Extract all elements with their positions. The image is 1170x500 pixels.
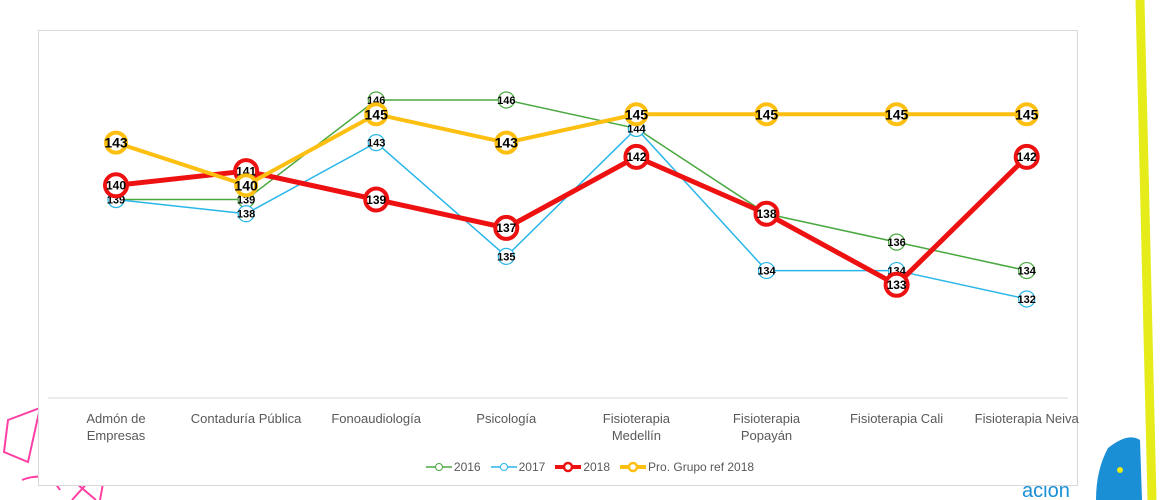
x-tick-label-line: Popayán <box>740 428 793 443</box>
data-label: 143 <box>104 135 128 151</box>
legend-swatch <box>555 461 582 473</box>
x-tick-label-line: Empresas <box>86 428 146 443</box>
x-tick-label-line: Contaduría Pública <box>190 411 302 426</box>
legend-label: Pro. Grupo ref 2018 <box>648 460 755 474</box>
data-label: 134 <box>757 266 776 278</box>
data-label: 140 <box>106 179 126 193</box>
x-tick-label: Psicología <box>436 410 576 427</box>
data-point <box>103 172 129 199</box>
x-tick-label-line: Fisioterapia Neiva <box>974 411 1079 426</box>
data-label: 146 <box>497 95 515 107</box>
data-point <box>884 102 909 127</box>
data-point <box>494 130 519 155</box>
legend-swatch <box>425 463 452 471</box>
legend-label: 2018 <box>583 460 611 474</box>
data-label: 139 <box>237 194 255 206</box>
legend-label: 2017 <box>518 460 546 474</box>
data-point <box>757 261 776 280</box>
series-pro-grupo-ref-2018: 143 140 145 143 145 145 145 145 <box>104 102 1039 198</box>
data-label: 143 <box>367 138 385 150</box>
data-label: 145 <box>885 106 909 122</box>
data-label: 140 <box>234 177 258 193</box>
data-point <box>237 205 255 223</box>
legend-item: 2018 <box>555 460 610 474</box>
data-label: 133 <box>887 278 907 292</box>
x-tick-label: Fisioterapia Popayán <box>697 410 837 444</box>
x-tick-label-line: Fonoaudiología <box>331 411 421 426</box>
data-point <box>104 130 128 155</box>
data-label: 143 <box>495 135 519 151</box>
x-tick-label: Fonoaudiología <box>306 410 446 427</box>
data-label: 139 <box>107 194 125 206</box>
data-point <box>887 233 906 251</box>
legend-swatch <box>620 461 647 473</box>
data-point <box>1014 102 1039 127</box>
data-label: 145 <box>755 106 779 122</box>
data-label: 136 <box>887 237 905 249</box>
legend-label: 2016 <box>453 460 481 474</box>
data-label: 138 <box>237 209 255 221</box>
data-point <box>497 91 515 109</box>
data-point <box>753 200 780 227</box>
data-label: 144 <box>627 123 646 135</box>
data-point <box>493 214 520 241</box>
data-label: 142 <box>626 150 646 164</box>
data-label: 139 <box>366 193 386 207</box>
data-point <box>367 134 385 152</box>
data-point <box>1013 143 1040 170</box>
x-tick-label-line: Fisioterapia <box>602 411 670 426</box>
data-label: 135 <box>497 251 515 263</box>
series-line <box>116 99 1027 272</box>
data-label: 142 <box>1017 150 1037 164</box>
data-point <box>497 247 515 265</box>
x-tick-label-line: Admón de <box>86 411 146 426</box>
data-point <box>1018 290 1036 308</box>
data-point <box>883 271 910 298</box>
data-point <box>1018 261 1036 280</box>
x-tick-label-line: Fisioterapia Cali <box>849 411 944 426</box>
chart-frame <box>38 30 1078 486</box>
x-tick-label: Contaduría Pública <box>176 410 316 427</box>
legend-swatch <box>490 463 517 471</box>
data-label: 138 <box>756 207 776 221</box>
data-label: 132 <box>1018 294 1036 306</box>
legend-item: 2016 <box>425 460 481 474</box>
data-point <box>363 186 390 213</box>
data-label: 137 <box>496 221 516 235</box>
data-point <box>364 102 389 127</box>
data-point <box>754 102 779 127</box>
x-tick-label: Admón de Empresas <box>46 410 186 444</box>
legend-item: Pro. Grupo ref 2018 <box>620 460 754 474</box>
data-point <box>624 102 649 127</box>
series-line <box>115 112 1027 188</box>
data-point <box>623 143 650 170</box>
x-tick-label: Fisioterapia Cali <box>827 410 967 427</box>
legend-item: 2017 <box>490 460 546 474</box>
series-line <box>115 154 1029 288</box>
x-tick-label-line: Medellín <box>611 428 661 443</box>
data-label: 145 <box>1015 106 1039 122</box>
data-label: 145 <box>625 106 649 122</box>
x-tick-label-line: Psicología <box>476 411 537 426</box>
data-point <box>234 173 259 198</box>
data-label: 134 <box>1018 266 1037 278</box>
data-label: 145 <box>365 106 389 122</box>
x-tick-label-line: Fisioterapia <box>732 411 801 426</box>
legend: 2016 2017 2018 Pro. Grupo ref 2018 <box>380 458 800 476</box>
x-tick-label: Fisioterapia Medellín <box>566 410 706 444</box>
x-tick-label: Fisioterapia Neiva <box>957 410 1097 427</box>
